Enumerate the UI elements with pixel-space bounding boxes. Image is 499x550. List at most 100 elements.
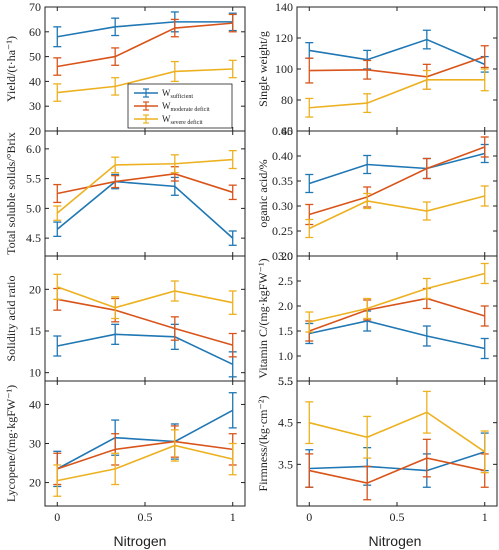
series-line: [309, 411, 486, 453]
error-bar: [422, 277, 431, 300]
error-bar: [305, 453, 314, 488]
axes-frame: [296, 130, 498, 257]
series-line: [309, 38, 486, 66]
series-moderate: [53, 166, 237, 204]
y-tick-label: 20: [29, 282, 41, 296]
series-line: [57, 440, 233, 470]
error-bar: [363, 154, 372, 175]
y-tick-label: 10: [29, 366, 41, 380]
error-bar: [480, 68, 489, 92]
error-bar: [53, 183, 62, 204]
axes-frame: [296, 6, 498, 132]
panel-singleweight: 60 80 100 120 140 Single weight/g: [256, 0, 498, 138]
series-severe: [305, 68, 489, 118]
error-bar: [170, 429, 179, 462]
error-bar: [53, 335, 62, 357]
y-tick-label: 5.5: [278, 374, 293, 388]
y-tick-label: 40: [29, 397, 41, 411]
series-line: [57, 68, 233, 94]
error-bar: [111, 296, 120, 320]
error-bar: [111, 47, 120, 66]
y-tick-label: 5.5: [26, 172, 41, 186]
legend-entry-sufficient: Wsufficient: [134, 88, 193, 100]
error-bar: [228, 59, 237, 79]
error-bar: [305, 218, 314, 239]
series-moderate: [305, 287, 489, 342]
series-line: [308, 195, 485, 230]
y-tick-label: 3.5: [278, 457, 293, 471]
series-line: [309, 55, 485, 78]
error-bar: [422, 390, 431, 434]
error-bar: [53, 205, 62, 221]
series-line: [309, 297, 485, 332]
error-bar: [170, 60, 179, 83]
error-bar: [53, 83, 62, 102]
series-line: [56, 158, 233, 214]
x-tick-label: 1: [230, 510, 236, 524]
series-severe: [305, 390, 489, 474]
y-tick-label: 80: [281, 93, 293, 107]
series-moderate: [305, 136, 489, 226]
y-axis-label: Total soluble solids/°Brix: [4, 132, 18, 255]
y-tick-label: 50: [29, 50, 41, 64]
error-bar: [305, 173, 314, 194]
series-sufficient: [305, 143, 489, 194]
error-bar: [363, 415, 372, 459]
panel-tss: 4.5 5.0 5.5 6.0 Total soluble solids/°Brix: [4, 130, 246, 257]
series-line: [309, 79, 485, 109]
y-tick-label: 0.20: [272, 249, 293, 263]
y-tick-label: 0.40: [272, 149, 293, 163]
y-tick-label: 0.25: [272, 224, 293, 238]
error-bar: [170, 154, 179, 174]
error-bar: [422, 438, 431, 478]
error-bar: [305, 311, 314, 333]
series-line: [309, 152, 485, 185]
error-bar: [363, 465, 372, 501]
axes-frame: [296, 380, 498, 507]
error-bar: [480, 430, 489, 474]
panel-lycopene: 20 30 40 0 0.5 1 Lycopene/(mg·kgFW⁻¹): [4, 380, 246, 524]
y-tick-label: 0.35: [272, 174, 293, 188]
error-bar: [228, 290, 237, 315]
error-bar: [170, 280, 179, 302]
series-line: [56, 180, 234, 239]
y-tick-label: 30: [29, 99, 41, 113]
y-axis-label: Yield/(t·ha⁻¹): [4, 36, 18, 102]
error-bar: [170, 18, 179, 38]
panel-firmness: 3.5 4.5 5.5 0 0.5 1 Firmness/(kg·cm⁻²): [256, 374, 498, 524]
y-tick-label: 3.0: [278, 249, 293, 263]
error-bar: [228, 442, 237, 476]
series-line: [309, 457, 485, 484]
error-bar: [111, 156, 120, 174]
series-moderate: [53, 13, 237, 76]
legend-entry-moderate: Wmoderate deficit: [134, 101, 210, 113]
error-bar: [53, 221, 62, 238]
error-bar: [480, 185, 489, 207]
error-bar: [422, 157, 431, 180]
axes-frame: [44, 130, 246, 257]
panel-vitaminc: 5.5 1.0 1.5 2.0 2.5 3.0 Vitamin C/(mg·kgFW⁻¹): [256, 249, 498, 388]
y-axis-label: Solidity acid ratio: [4, 276, 18, 362]
error-bar: [363, 297, 372, 320]
error-bar: [422, 201, 431, 221]
y-tick-label: 30: [29, 437, 41, 451]
y-tick-label: 70: [29, 0, 41, 14]
y-tick-label: 2.0: [278, 299, 293, 313]
series-line: [57, 298, 233, 346]
series-moderate: [305, 438, 489, 501]
series-line: [57, 173, 233, 195]
panel-solidity: 10 15 20 Solidity acid ratio: [4, 255, 246, 382]
error-bar: [228, 230, 237, 246]
y-tick-label: 140: [275, 0, 293, 14]
series-severe: [305, 185, 489, 239]
legend-label: Wmoderate deficit: [162, 101, 210, 113]
y-tick-label: 40: [29, 74, 41, 88]
x-axis-label-right: Nitrogen: [369, 533, 422, 549]
y-tick-label: 2.5: [278, 274, 293, 288]
y-tick-label: 15: [29, 324, 41, 338]
series-severe: [53, 429, 237, 497]
error-bar: [228, 184, 237, 201]
y-tick-label: 5.5: [278, 374, 293, 388]
